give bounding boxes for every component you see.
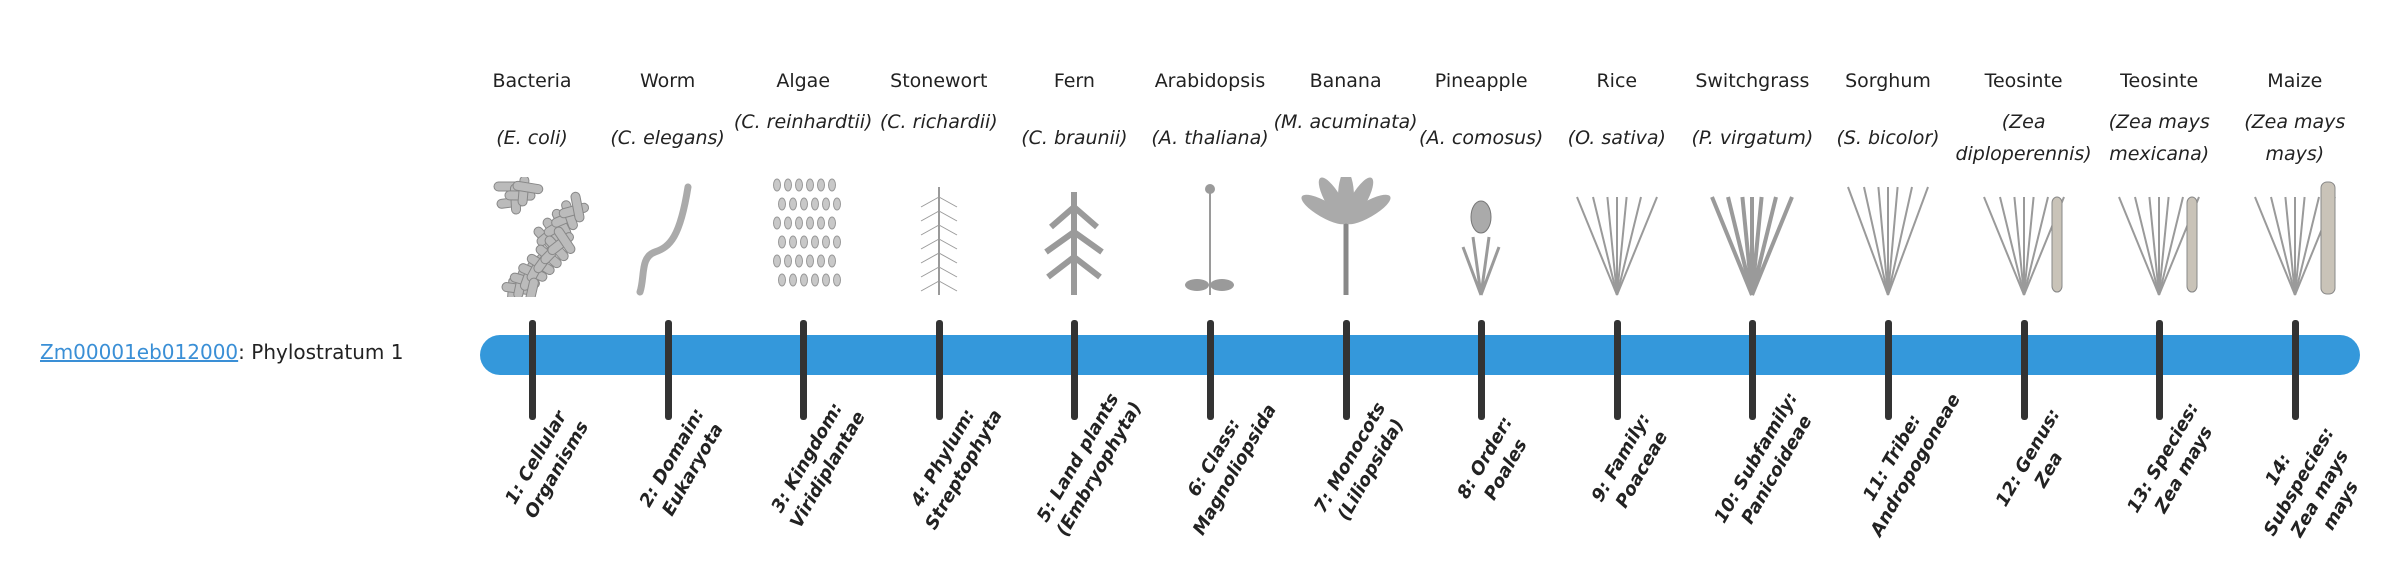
stratum-tick[interactable] <box>1342 320 1350 420</box>
stratum-tick[interactable] <box>1749 320 1757 420</box>
stratum-tick[interactable] <box>935 320 943 420</box>
maize-icon <box>2227 177 2363 297</box>
stratum-rank-label: 3: Kingdom: Viridiplantae <box>767 399 870 532</box>
stratum-tick[interactable] <box>1478 320 1486 420</box>
stratum-rank-label: 2: Domain: Eukaryota <box>635 404 728 520</box>
organism-species-name: (Zea diploperennis) <box>1955 111 2092 165</box>
rice-icon <box>1549 177 1685 297</box>
stratum-tick[interactable] <box>2291 320 2299 420</box>
organism-common-name: Worm <box>639 70 696 92</box>
stratum-tick[interactable] <box>664 320 672 420</box>
stratum-rank-label: 4: Phylum: Streptophyta <box>906 405 1007 534</box>
organism-common-name: Banana <box>1309 70 1382 92</box>
stratum-tick[interactable] <box>1207 320 1214 420</box>
organism-common-name: Stonewort <box>890 70 988 92</box>
organism-species-name: (S. bicolor) <box>1836 127 1940 149</box>
organism-species-name: (O. sativa) <box>1567 127 1666 149</box>
switchgrass-icon <box>1684 177 1820 297</box>
teosinte-mexicana-icon <box>2091 177 2227 297</box>
stratum-tick[interactable] <box>800 320 808 420</box>
phylostratum-timeline-bar <box>480 335 2360 375</box>
organism-species-name: (C. braunii) <box>1021 127 1128 149</box>
stratum-tick[interactable] <box>2020 320 2028 420</box>
teosinte-icon <box>1956 177 2092 297</box>
stratum-rank-label: 5: Land plants (Embryophyta) <box>1033 389 1147 540</box>
organism-species-name: (E. coli) <box>496 127 568 149</box>
gene-id-link[interactable]: Zm00001eb012000 <box>40 340 239 364</box>
organism-common-name: Teosinte <box>2120 70 2199 92</box>
separator: : <box>238 340 252 364</box>
arabidopsis-icon <box>1142 177 1278 297</box>
organism-species-name: (C. reinhardtii) <box>733 111 873 133</box>
phylostratum-label: Phylostratum 1 <box>251 340 404 364</box>
bacteria-icon <box>464 175 600 309</box>
organism-common-name: Switchgrass <box>1695 70 1810 92</box>
organism-common-name: Sorghum <box>1845 70 1931 92</box>
organism-species-name: (Zea mays mexicana) <box>2108 111 2210 165</box>
sorghum-icon <box>1820 177 1956 297</box>
stratum-tick[interactable] <box>2156 320 2164 420</box>
worm-icon <box>600 177 736 297</box>
organism-common-name: Bacteria <box>492 70 572 92</box>
stonewort-icon <box>871 177 1007 297</box>
organism-species-name: (P. virgatum) <box>1691 127 1814 149</box>
organism-common-name: Maize <box>2267 70 2323 92</box>
stratum-rank-label: 1: Cellular Organisms <box>501 407 594 522</box>
organism-species-name: (A. comosus) <box>1419 127 1544 149</box>
stratum-rank-label: 6: Class: Magnoliopsida <box>1183 400 1281 539</box>
stratum-rank-label: 13: Species: Zea mays <box>2123 399 2218 517</box>
organism-species-name: (C. richardii) <box>879 111 998 133</box>
organism-species-name: (Zea mays mays) <box>2244 111 2346 165</box>
stratum-tick[interactable] <box>1071 320 1079 420</box>
stratum-rank-label: 7: Monocots (Liliopsida) <box>1309 398 1409 525</box>
stratum-rank-label: 12: Genus: Zea <box>1991 405 2067 511</box>
algae-icon <box>735 177 871 297</box>
organism-common-name: Pineapple <box>1434 70 1528 92</box>
organism-species-name: (A. thaliana) <box>1151 127 1269 149</box>
stratum-rank-label: 8: Order: Poales <box>1453 412 1532 504</box>
stratum-rank-label: 9: Family: Poaceae <box>1587 409 1673 512</box>
stratum-rank-label: 14: Subspecies: Zea mays mays <box>2259 423 2363 541</box>
stratum-tick[interactable] <box>529 320 536 420</box>
stratum-tick[interactable] <box>1613 320 1621 420</box>
stratum-tick[interactable] <box>1885 320 1892 420</box>
fern-icon <box>1006 177 1142 297</box>
organism-common-name: Rice <box>1596 70 1638 92</box>
organism-common-name: Fern <box>1053 70 1095 92</box>
organism-species-name: (C. elegans) <box>610 127 725 149</box>
organism-species-name: (M. acuminata) <box>1273 111 1418 133</box>
organism-common-name: Teosinte <box>1984 70 2063 92</box>
organism-common-name: Arabidopsis <box>1154 70 1266 92</box>
gene-label: Zm00001eb012000: Phylostratum 1 <box>40 340 403 364</box>
pineapple-icon <box>1413 177 1549 297</box>
stratum-rank-label: 10: Subfamily: Panicoideae <box>1710 388 1817 528</box>
banana-icon <box>1278 171 1414 297</box>
stratum-rank-label: 11: Tribe: Andropogoneae <box>1859 390 1965 540</box>
organism-common-name: Algae <box>776 70 831 92</box>
